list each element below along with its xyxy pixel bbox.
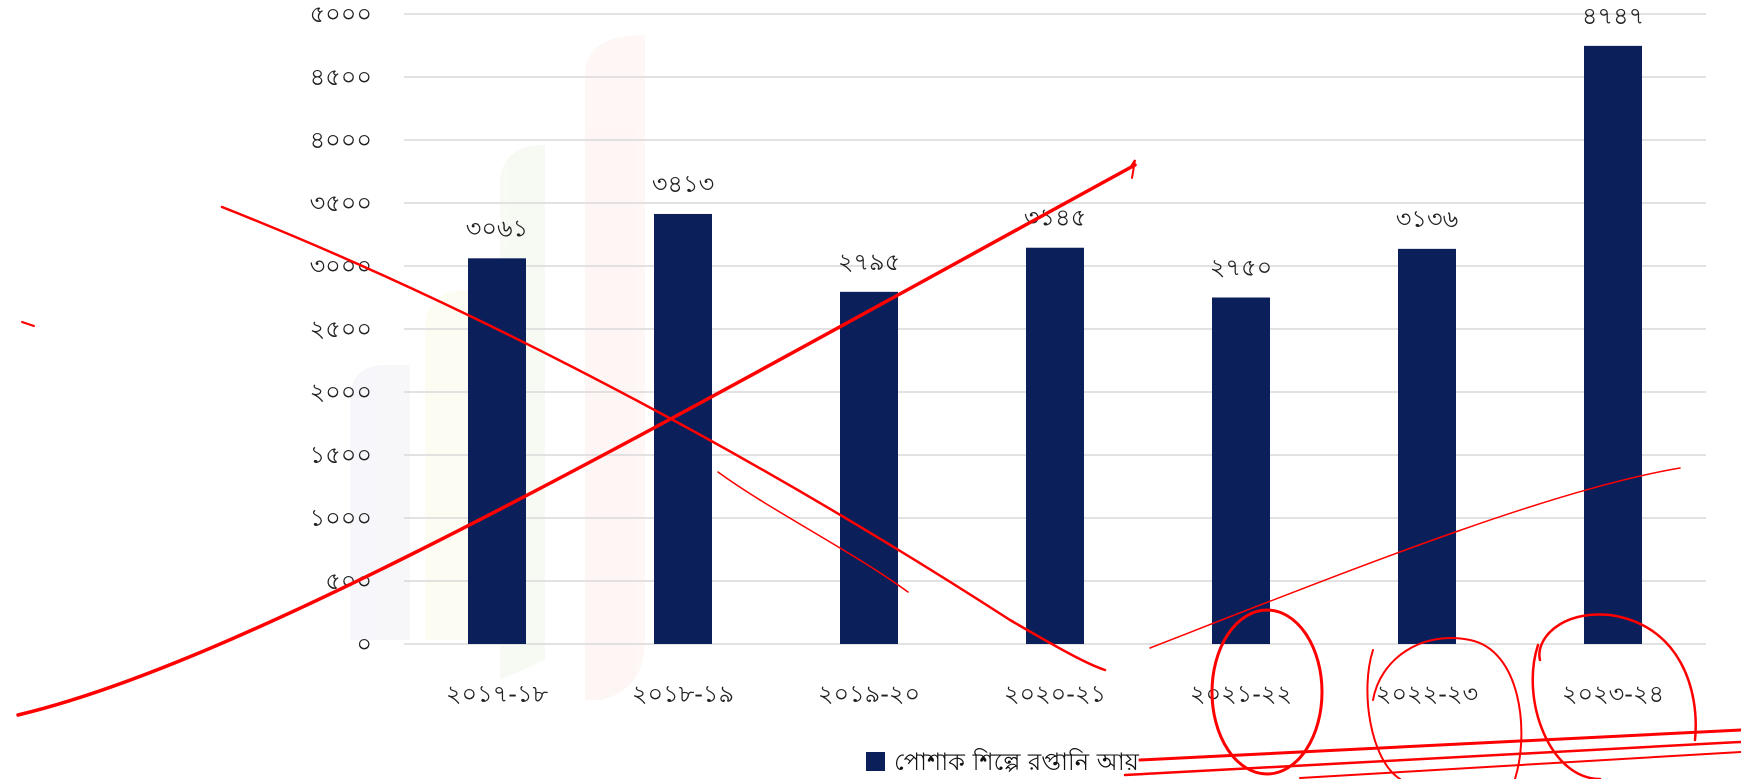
bar (468, 258, 526, 644)
red-annotations (16, 159, 1741, 779)
annotation-rising-thin (1149, 467, 1681, 649)
bar (654, 213, 712, 644)
y-tick-label: ৫০০০ (310, 0, 372, 28)
y-tick-label: ২০০০ (310, 378, 372, 406)
legend-swatch (866, 752, 885, 771)
annotation-falling-line (220, 205, 1107, 672)
bar (1398, 248, 1456, 644)
y-tick-label: ৪৫০০ (310, 63, 372, 91)
bar (1584, 45, 1642, 645)
annotation-underline-3 (1299, 751, 1741, 779)
annotation-hook (1129, 159, 1136, 179)
x-tick-label: ২০২১-২২ (1190, 680, 1292, 708)
annotation-rising-line (16, 163, 1137, 717)
data-label: ৩৪১৩ (652, 170, 714, 198)
bar (840, 291, 898, 644)
y-tick-label: ১০০০ (310, 504, 372, 532)
annotation-underline-2 (1123, 740, 1741, 777)
y-tick-label: ২৫০০ (310, 315, 372, 343)
x-tick-label: ২০১৮-১৯ (632, 680, 734, 708)
data-label: ৩১৩৬ (1396, 205, 1458, 233)
annotation-dash (21, 321, 35, 327)
bar (1026, 247, 1084, 645)
data-label: ৪৭৪৭ (1582, 2, 1644, 30)
x-tick-label: ২০১৭-১৮ (446, 680, 549, 708)
legend: পোশাক শিল্পে রপ্তানি আয় (866, 748, 1140, 776)
y-tick-label: ০ (356, 630, 372, 658)
annotation-short-line (717, 471, 909, 593)
data-label: ৩০৬১ (466, 214, 528, 242)
y-tick-label: ৪০০০ (310, 126, 372, 154)
legend-label: পোশাক শিল্পে রপ্তানি আয় (894, 748, 1140, 776)
annotation-circle-2021 (1210, 608, 1324, 776)
x-tick-label: ২০২২-২৩ (1376, 680, 1478, 708)
data-label: ২৭৫০ (1210, 254, 1272, 282)
data-label: ২৭৯৫ (838, 248, 900, 276)
x-tick-label: ২০২৩-২৪ (1562, 680, 1664, 708)
x-tick-label: ২০১৯-২০ (818, 680, 920, 708)
x-tick-label: ২০২০-২১ (1004, 680, 1106, 708)
x-axis-ticks: ২০১৭-১৮ ২০১৮-১৯ ২০১৯-২০ ২০২০-২১ ২০২১-২২ ২০২২-… (446, 680, 1664, 708)
y-tick-label: ১৫০০ (310, 441, 372, 469)
annotation-circle-2022 (1366, 637, 1523, 779)
annotation-circle-2023 (1531, 613, 1697, 779)
y-tick-label: ৫০০ (325, 567, 372, 595)
bars (468, 45, 1642, 645)
annotation-underline-1 (1138, 728, 1741, 762)
bar (1212, 297, 1270, 644)
y-tick-label: ৩৫০০ (310, 189, 372, 217)
